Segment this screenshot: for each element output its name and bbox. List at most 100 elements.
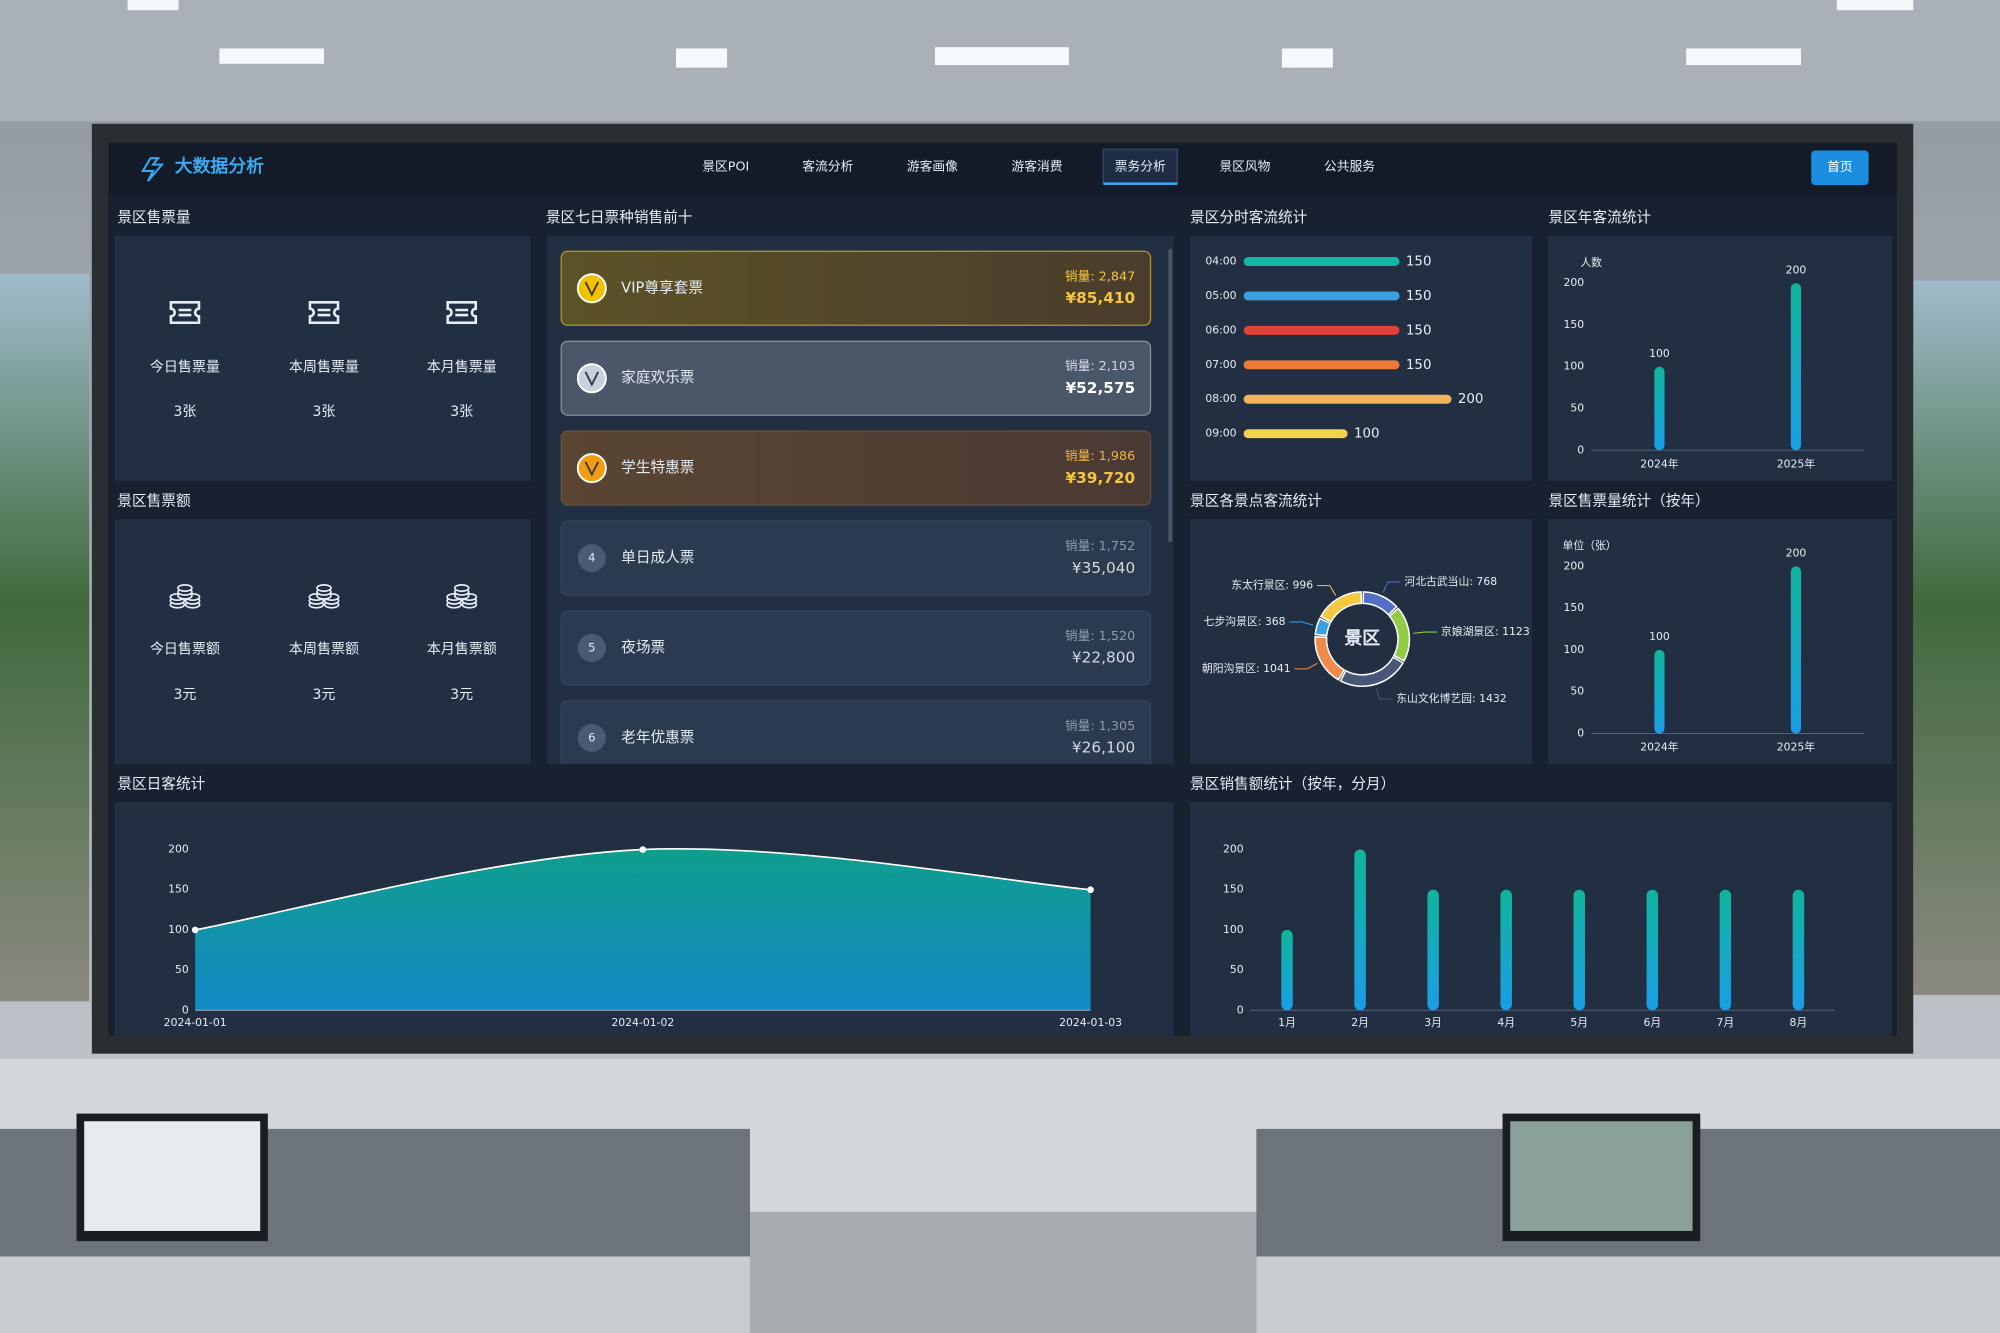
x-tick-label: 2024-01-01 [164, 1016, 227, 1029]
area [195, 848, 1091, 1011]
y-tick-label: 05:00 [1205, 289, 1236, 302]
x-tick-label: 4月 [1497, 1016, 1515, 1029]
pie-slice [1319, 591, 1363, 623]
nav-item[interactable]: 景区POI [702, 160, 749, 175]
y-tick-label: 150 [168, 883, 189, 896]
ticket-amount: ¥39,720 [1066, 469, 1136, 487]
medal-mark [584, 281, 600, 297]
bar [1500, 889, 1512, 1011]
value-label: 200 [1458, 392, 1484, 407]
ticket-icon [446, 301, 478, 325]
y-tick-label: 100 [1564, 643, 1585, 656]
ticket-name: 夜场票 [621, 639, 665, 656]
scrollbar[interactable] [1168, 248, 1173, 543]
ticket-icon [169, 301, 201, 325]
bar [1654, 649, 1665, 734]
medal-mark [584, 371, 600, 387]
x-tick-label: 5月 [1570, 1016, 1588, 1029]
y-tick-label: 0 [182, 1003, 189, 1016]
y-tick-label: 50 [1570, 402, 1584, 415]
nav-item[interactable]: 游客消费 [1011, 159, 1062, 175]
x-tick-label: 2025年 [1777, 740, 1816, 754]
home-button-label[interactable]: 首页 [1827, 160, 1852, 175]
ceiling-light [219, 48, 324, 64]
nav-item[interactable]: 景区风物 [1219, 160, 1270, 175]
panel-title: 景区七日票种销售前十 [546, 209, 693, 226]
side-monitor [0, 274, 90, 1002]
value-label: 150 [1406, 254, 1432, 269]
ticket-sales: 销量: 2,847 [1065, 269, 1135, 284]
ceiling-light [1686, 48, 1802, 66]
bar [1719, 889, 1732, 1011]
rank: 4 [588, 551, 595, 565]
value-label: 150 [1406, 323, 1432, 338]
ticket-name: 单日成人票 [621, 549, 694, 566]
nav-item[interactable]: 公共服务 [1324, 159, 1375, 175]
stat-label: 今日售票量 [150, 358, 220, 375]
coin-icon [177, 584, 193, 593]
leader-line [1289, 621, 1314, 626]
pie-slice [1314, 635, 1346, 681]
x-tick-label: 3月 [1424, 1016, 1442, 1029]
ticket-amount: ¥85,410 [1066, 289, 1136, 307]
ticket-row[interactable] [560, 520, 1152, 596]
bar [1573, 889, 1585, 1011]
ceiling-light [127, 0, 179, 11]
point [1087, 886, 1094, 894]
medal [576, 363, 607, 394]
bar [1792, 889, 1805, 1011]
panel-title: 景区售票量 [117, 209, 190, 226]
panel [1190, 519, 1532, 765]
rank-badge [577, 633, 606, 663]
x-tick-label: 8月 [1790, 1016, 1808, 1029]
y-tick-label: 200 [1223, 843, 1244, 856]
panel [1548, 519, 1892, 765]
ceiling-light [676, 48, 728, 68]
rank: 5 [588, 641, 595, 655]
bar [1243, 257, 1400, 266]
value-label: 100 [1649, 347, 1670, 360]
ticket-name: 老年优惠票 [621, 729, 694, 746]
panel-title: 景区售票额 [117, 492, 191, 509]
panel [1548, 235, 1892, 481]
ticket-amount: ¥26,100 [1072, 739, 1135, 757]
y-tick-label: 200 [1564, 276, 1585, 289]
bar [1427, 889, 1439, 1011]
ceiling-light [1836, 0, 1914, 11]
x-tick-label: 1月 [1278, 1016, 1296, 1029]
x-tick-label: 2024年 [1640, 740, 1679, 754]
nav-item[interactable]: 票务分析 [1115, 159, 1166, 175]
x-tick-label: 2024-01-03 [1059, 1016, 1122, 1029]
ticket-row[interactable] [560, 610, 1152, 686]
value-label: 100 [1649, 630, 1670, 643]
x-tick-label: 2024年 [1640, 456, 1679, 470]
ticket-row[interactable] [560, 430, 1152, 506]
panel [1190, 802, 1892, 1036]
x-tick-label: 2025年 [1777, 456, 1816, 470]
leader-line [1317, 585, 1337, 596]
point [639, 846, 647, 853]
slice-label: 七步沟景区: 368 [1204, 615, 1286, 628]
nav-active-bg [1102, 148, 1178, 185]
y-tick-label: 150 [1223, 883, 1244, 896]
nav-item[interactable]: 游客画像 [907, 159, 958, 175]
side-monitor [1913, 280, 2000, 995]
y-tick-label: 150 [1564, 601, 1585, 614]
y-tick-label: 0 [1237, 1003, 1244, 1016]
rank-badge [577, 723, 606, 752]
y-tick-label: 04:00 [1205, 254, 1236, 267]
bar [1243, 429, 1348, 439]
stat-value: 3元 [313, 687, 336, 703]
stat-value: 3张 [173, 404, 196, 420]
ticket-sales: 销量: 1,752 [1065, 539, 1135, 554]
ticket-row[interactable] [560, 340, 1152, 416]
home-button[interactable] [1811, 150, 1869, 185]
ticket-row[interactable] [560, 250, 1152, 326]
y-tick-label: 0 [1577, 443, 1584, 456]
ticket-amount: ¥22,800 [1072, 649, 1135, 667]
nav-item[interactable]: 客流分析 [802, 159, 853, 175]
ticket-row[interactable] [560, 700, 1152, 775]
y-tick-label: 150 [1564, 318, 1585, 331]
rank-badge [577, 544, 606, 573]
